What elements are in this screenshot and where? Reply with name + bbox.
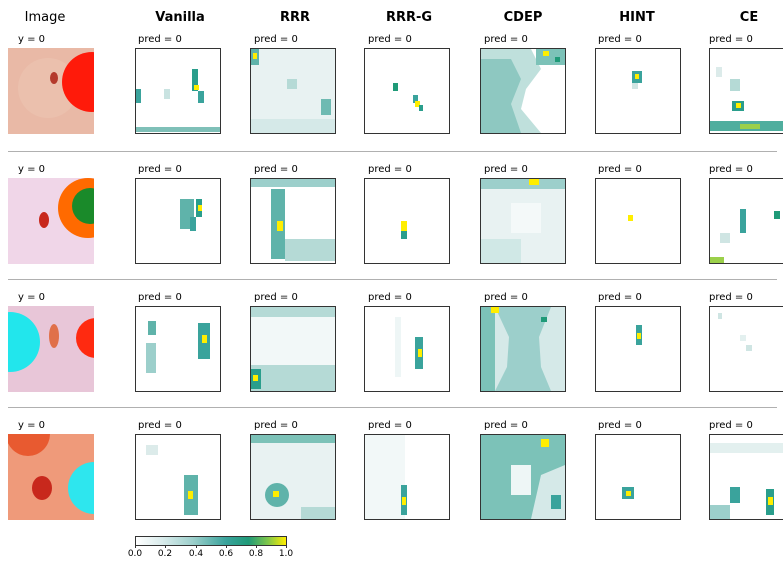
row-4-vanilla-pred: pred = 0	[138, 420, 182, 431]
row-2-rrr-g-pred: pred = 0	[368, 164, 412, 175]
colorbar-tick-label: 1.0	[278, 549, 294, 559]
row-1-rrr-pred: pred = 0	[254, 34, 298, 45]
colorbar-tick-mark	[286, 545, 287, 548]
row-1-vanilla-pred: pred = 0	[138, 34, 182, 45]
row-2-hint-pred: pred = 0	[598, 164, 642, 175]
row-1-rrr-g-saliency	[364, 48, 450, 134]
row-4-cdep-pred: pred = 0	[484, 420, 528, 431]
row-1-ce-pred: pred = 0	[709, 34, 753, 45]
row-1-ce-saliency	[709, 48, 783, 134]
row-4-rrr-pred: pred = 0	[254, 420, 298, 431]
column-header-vanilla: Vanilla	[155, 10, 205, 25]
row-3-vanilla-pred: pred = 0	[138, 292, 182, 303]
row-1-skin-image	[8, 48, 94, 134]
colorbar-tick-mark	[196, 545, 197, 548]
row-2-ce-pred: pred = 0	[709, 164, 753, 175]
colorbar-tick-mark	[135, 545, 136, 548]
row-4-ce-pred: pred = 0	[709, 420, 753, 431]
row-2-cdep-saliency	[480, 178, 566, 264]
row-2-vanilla-pred: pred = 0	[138, 164, 182, 175]
row-separator	[8, 151, 777, 152]
column-header-rrr-g: RRR-G	[385, 10, 433, 25]
row-3-cdep-pred: pred = 0	[484, 292, 528, 303]
row-1-rrr-g-pred: pred = 0	[368, 34, 412, 45]
colorbar	[135, 536, 287, 546]
row-4-rrr-saliency	[250, 434, 336, 520]
row-1-cdep-saliency	[480, 48, 566, 134]
row-3-rrr-g-saliency	[364, 306, 450, 392]
colorbar-tick-mark	[226, 545, 227, 548]
colorbar-tick-label: 0.0	[127, 549, 143, 559]
row-separator	[8, 407, 777, 408]
row-2-hint-saliency	[595, 178, 681, 264]
colorbar-tick-label: 0.4	[188, 549, 204, 559]
colorbar-tick-mark	[256, 545, 257, 548]
row-3-rrr-pred: pred = 0	[254, 292, 298, 303]
row-4-hint-saliency	[595, 434, 681, 520]
row-2-skin-image	[8, 178, 94, 264]
row-3-ce-saliency	[709, 306, 783, 392]
row-3-cdep-saliency	[480, 306, 566, 392]
colorbar-tick-label: 0.2	[157, 549, 173, 559]
row-4-rrr-g-pred: pred = 0	[368, 420, 412, 431]
row-4-ce-saliency	[709, 434, 783, 520]
row-separator	[8, 279, 777, 280]
column-header-hint: HINT	[619, 10, 655, 25]
colorbar-tick-mark	[165, 545, 166, 548]
row-1-rrr-saliency	[250, 48, 336, 134]
row-1-hint-saliency	[595, 48, 681, 134]
row-1-y-label: y = 0	[18, 34, 46, 45]
row-4-vanilla-saliency	[135, 434, 221, 520]
row-3-hint-saliency	[595, 306, 681, 392]
row-2-y-label: y = 0	[18, 164, 46, 175]
row-4-hint-pred: pred = 0	[598, 420, 642, 431]
row-3-rrr-saliency	[250, 306, 336, 392]
row-2-rrr-g-saliency	[364, 178, 450, 264]
row-2-vanilla-saliency	[135, 178, 221, 264]
row-3-vanilla-saliency	[135, 306, 221, 392]
row-1-vanilla-saliency	[135, 48, 221, 134]
row-3-hint-pred: pred = 0	[598, 292, 642, 303]
row-1-hint-pred: pred = 0	[598, 34, 642, 45]
row-3-skin-image	[8, 306, 94, 392]
row-1-cdep-pred: pred = 0	[484, 34, 528, 45]
row-2-ce-saliency	[709, 178, 783, 264]
column-header-ce: CE	[739, 10, 759, 25]
row-4-skin-image	[8, 434, 94, 520]
colorbar-tick-label: 0.8	[248, 549, 264, 559]
colorbar-tick-label: 0.6	[218, 549, 234, 559]
row-3-rrr-g-pred: pred = 0	[368, 292, 412, 303]
row-4-y-label: y = 0	[18, 420, 46, 431]
row-2-cdep-pred: pred = 0	[484, 164, 528, 175]
row-2-rrr-saliency	[250, 178, 336, 264]
column-header-cdep: CDEP	[503, 10, 543, 25]
column-header-rrr: RRR	[279, 10, 311, 25]
column-header-image: Image	[24, 10, 66, 25]
row-4-rrr-g-saliency	[364, 434, 450, 520]
row-3-y-label: y = 0	[18, 292, 46, 303]
row-2-rrr-pred: pred = 0	[254, 164, 298, 175]
row-4-cdep-saliency	[480, 434, 566, 520]
row-3-ce-pred: pred = 0	[709, 292, 753, 303]
